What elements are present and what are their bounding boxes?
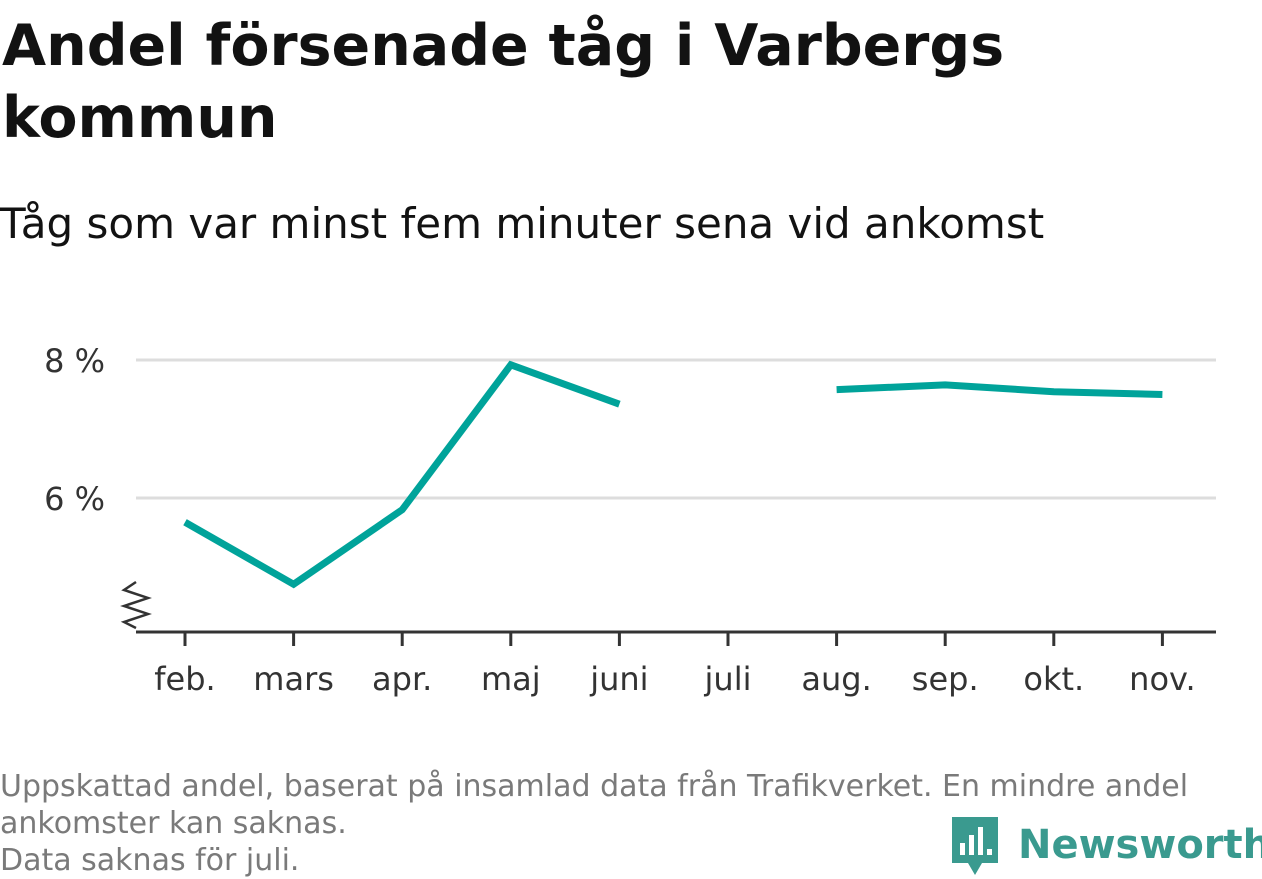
footnote-line-3: Data saknas för juli. [0, 843, 300, 878]
footnote-line-1: Uppskattad andel, baserat på insamlad da… [0, 769, 1189, 804]
x-tick-label-7: sep. [912, 660, 979, 698]
newsworthy-logo-icon [952, 817, 998, 875]
x-tick-label-0: feb. [154, 660, 215, 698]
x-tick-label-4: juni [589, 660, 648, 698]
chart-subtitle: Tåg som var minst fem minuter sena vid a… [0, 199, 1045, 248]
series-0-line-segment-0 [183, 360, 621, 589]
y-tick-label-6: 6 % [44, 480, 105, 518]
x-tick-label-8: okt. [1023, 660, 1084, 698]
series-0-line-segment-1 [836, 381, 1163, 398]
footnote: Uppskattad andel, baserat på insamlad da… [0, 768, 1250, 879]
line-chart: 6 % 8 % feb. mars apr. maj juni juli aug. sep. okt… [44, 342, 1216, 698]
chart-title: Andel försenade tåg i Varbergs kommun [2, 13, 1005, 151]
y-axis-break-icon [120, 580, 152, 630]
brand-logo: Newsworthy [950, 812, 1262, 878]
x-tick-label-1: mars [253, 660, 334, 698]
x-tick-label-5: juli [704, 660, 752, 698]
x-tick-label-6: aug. [801, 660, 871, 698]
x-tick-label-3: maj [481, 660, 541, 698]
x-tick-label-2: apr. [372, 660, 432, 698]
brand-name: Newsworthy [1018, 822, 1262, 868]
x-tick-label-9: nov. [1129, 660, 1195, 698]
footnote-line-2: ankomster kan saknas. [0, 806, 347, 841]
y-tick-label-8: 8 % [44, 342, 105, 380]
